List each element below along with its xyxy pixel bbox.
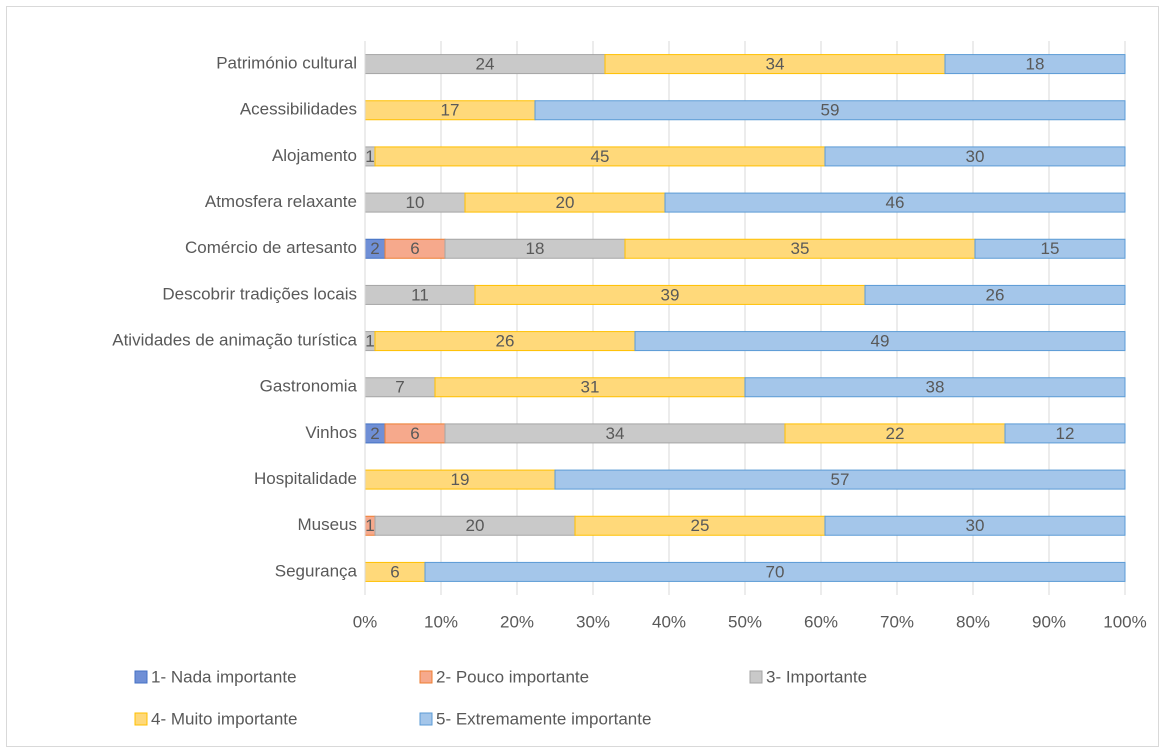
data-label: 25 xyxy=(691,516,710,535)
y-tick-label: Atmosfera relaxante xyxy=(205,192,357,211)
legend-swatch xyxy=(419,712,433,726)
data-label: 1 xyxy=(365,516,374,535)
y-tick-label: Alojamento xyxy=(272,146,357,165)
data-label: 6 xyxy=(410,424,419,443)
legend-swatch xyxy=(419,670,433,684)
x-tick-label: 0% xyxy=(353,612,378,631)
data-label: 31 xyxy=(581,378,600,397)
legend-swatch xyxy=(134,712,148,726)
data-label: 57 xyxy=(831,470,850,489)
data-label: 34 xyxy=(766,55,785,74)
data-label: 22 xyxy=(886,424,905,443)
legend-label: 4- Muito importante xyxy=(151,709,297,728)
data-label: 30 xyxy=(966,147,985,166)
data-label: 70 xyxy=(766,562,785,581)
data-label: 2 xyxy=(370,239,379,258)
y-tick-label: Descobrir tradições locais xyxy=(162,284,357,303)
bar-segment xyxy=(974,238,1126,259)
x-tick-label: 80% xyxy=(956,612,990,631)
legend-swatch xyxy=(134,670,148,684)
bar-segment xyxy=(664,192,1126,213)
data-label: 1 xyxy=(365,147,374,166)
data-label: 17 xyxy=(441,101,460,120)
data-label: 18 xyxy=(1026,55,1045,74)
data-label: 35 xyxy=(791,239,810,258)
data-label: 45 xyxy=(591,147,610,166)
bar-segment xyxy=(554,469,1126,490)
data-label: 49 xyxy=(871,332,890,351)
chart-border xyxy=(6,6,1159,747)
x-tick-label: 30% xyxy=(576,612,610,631)
data-label: 39 xyxy=(661,285,680,304)
bar-segment xyxy=(1004,423,1126,444)
data-label: 24 xyxy=(476,55,495,74)
data-label: 6 xyxy=(410,239,419,258)
data-label: 30 xyxy=(966,516,985,535)
legend-label: 3- Importante xyxy=(766,667,867,686)
bar-segment xyxy=(824,515,1126,536)
data-label: 46 xyxy=(886,193,905,212)
data-label: 15 xyxy=(1041,239,1060,258)
data-label: 34 xyxy=(606,424,625,443)
legend-label: 2- Pouco importante xyxy=(436,667,589,686)
data-label: 20 xyxy=(466,516,485,535)
y-tick-label: Hospitalidade xyxy=(254,469,357,488)
data-label: 10 xyxy=(406,193,425,212)
x-tick-label: 50% xyxy=(728,612,762,631)
y-tick-label: Atividades de animação turística xyxy=(112,331,357,350)
y-tick-label: Comércio de artesanto xyxy=(185,238,357,257)
x-tick-label: 20% xyxy=(500,612,534,631)
x-tick-label: 100% xyxy=(1103,612,1146,631)
y-tick-label: Museus xyxy=(297,515,357,534)
data-label: 2 xyxy=(370,424,379,443)
legend-swatch xyxy=(749,670,763,684)
y-tick-label: Acessibilidades xyxy=(240,100,357,119)
y-tick-label: Vinhos xyxy=(305,423,357,442)
data-label: 1 xyxy=(365,332,374,351)
bar-segment xyxy=(864,284,1126,305)
data-label: 26 xyxy=(496,332,515,351)
legend-label: 5- Extremamente importante xyxy=(436,709,651,728)
data-label: 19 xyxy=(451,470,470,489)
data-label: 20 xyxy=(556,193,575,212)
bar-segment xyxy=(824,146,1126,167)
bar-segment xyxy=(534,100,1126,121)
data-label: 18 xyxy=(526,239,545,258)
x-tick-label: 40% xyxy=(652,612,686,631)
bar-segment xyxy=(634,331,1126,352)
bar-segment xyxy=(744,377,1126,398)
data-label: 6 xyxy=(390,562,399,581)
x-tick-label: 10% xyxy=(424,612,458,631)
data-label: 38 xyxy=(926,378,945,397)
y-tick-label: Gastronomia xyxy=(260,377,358,396)
y-tick-label: Património cultural xyxy=(216,54,357,73)
data-label: 7 xyxy=(395,378,404,397)
data-label: 59 xyxy=(821,101,840,120)
y-tick-label: Segurança xyxy=(275,561,358,580)
data-label: 26 xyxy=(986,285,1005,304)
x-tick-label: 70% xyxy=(880,612,914,631)
x-tick-label: 60% xyxy=(804,612,838,631)
data-label: 12 xyxy=(1056,424,1075,443)
x-tick-label: 90% xyxy=(1032,612,1066,631)
data-label: 11 xyxy=(411,285,429,304)
legend-label: 1- Nada importante xyxy=(151,667,297,686)
bar-segment xyxy=(424,561,1126,582)
bar-segment xyxy=(944,54,1126,75)
